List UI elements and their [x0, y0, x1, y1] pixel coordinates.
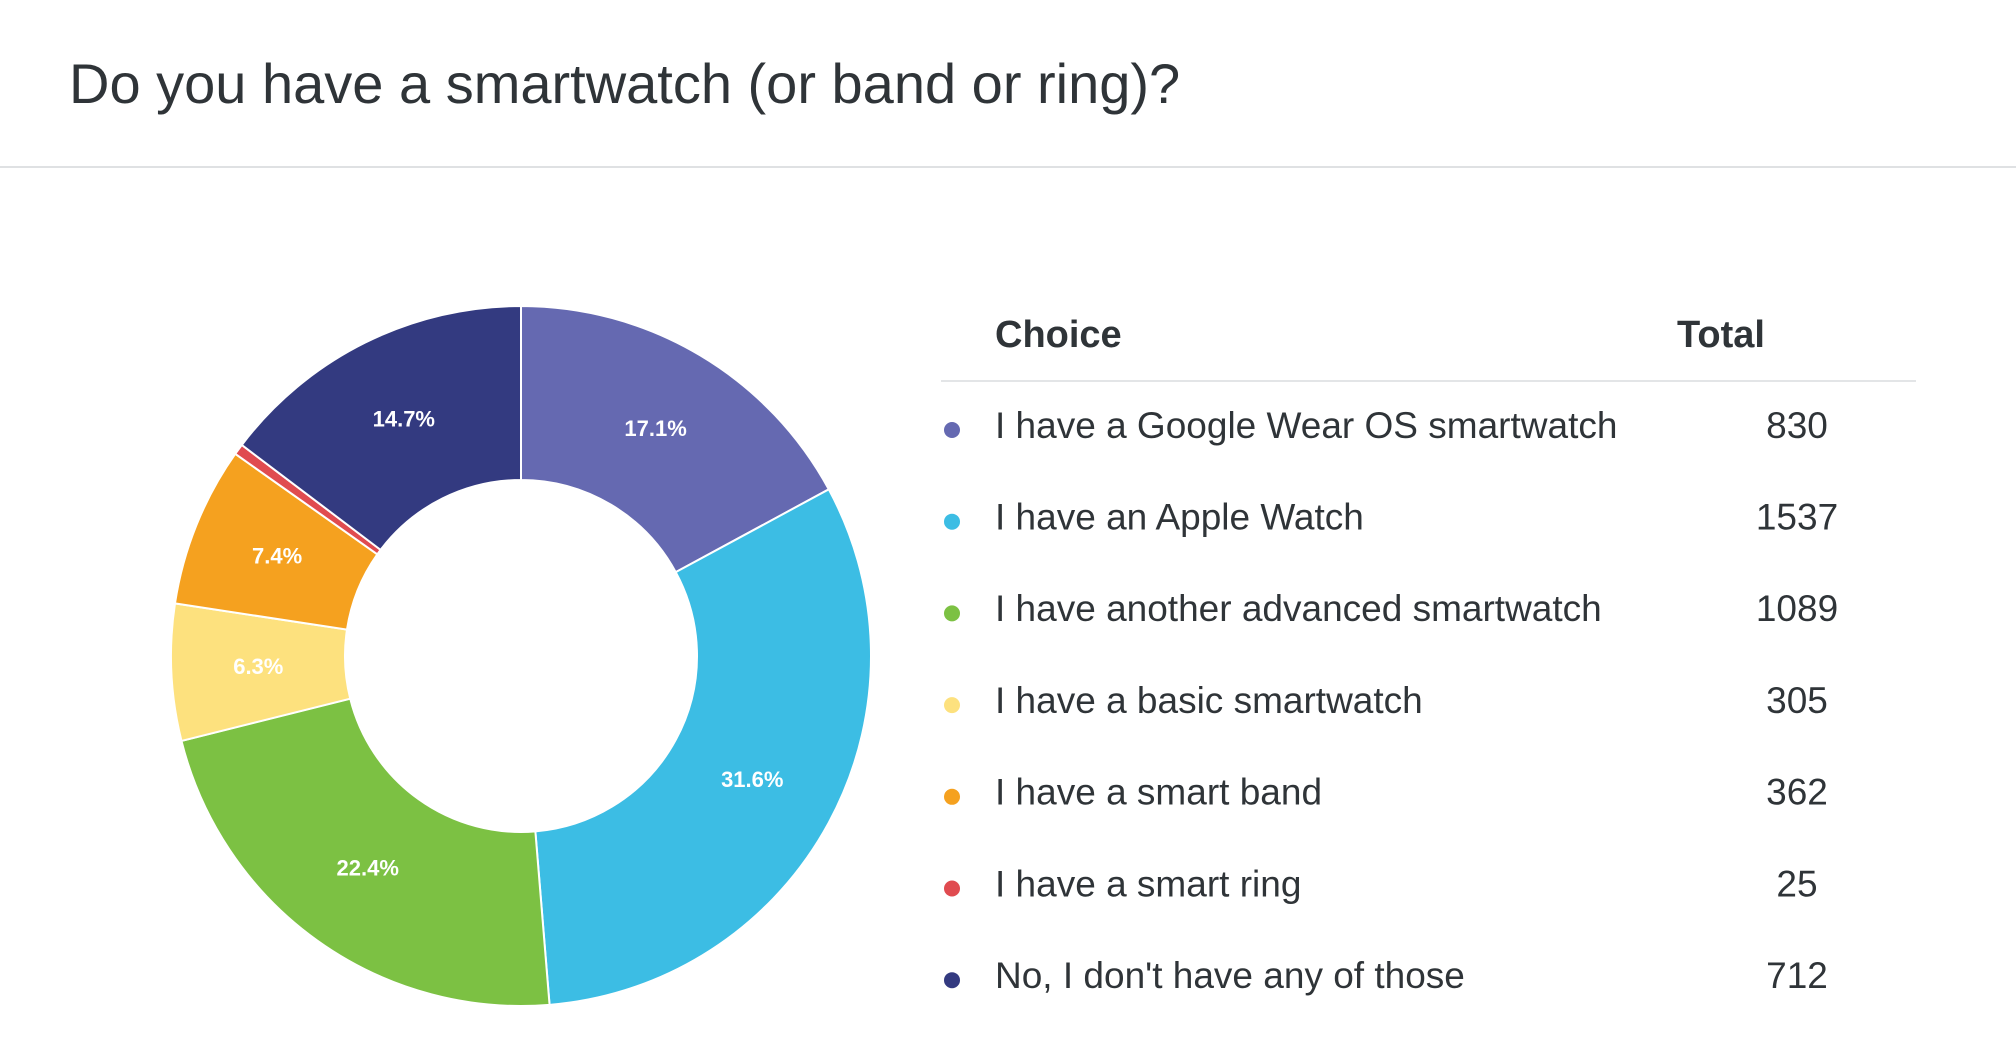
legend-dot [944, 422, 960, 438]
donut-slice [534, 487, 872, 1006]
choice-label: I have a Google Wear OS smartwatch [995, 405, 1617, 446]
total-value: 1537 [1756, 496, 1838, 537]
slice-label: 14.7% [373, 406, 435, 431]
total-value: 305 [1766, 680, 1828, 721]
choice-label: I have a basic smartwatch [995, 680, 1423, 721]
slice-label: 31.6% [721, 767, 783, 792]
slice-label: 6.3% [233, 654, 283, 679]
slice-label: 22.4% [337, 856, 399, 881]
legend-dot [944, 605, 960, 622]
choice-label: I have another advanced smartwatch [995, 588, 1602, 629]
poll-title: Do you have a smartwatch (or band or rin… [69, 52, 1180, 115]
legend-dot [944, 972, 960, 989]
total-value: 830 [1766, 405, 1828, 446]
legend-dot [944, 880, 960, 897]
choice-label: No, I don't have any of those [995, 955, 1465, 996]
legend-dot [944, 513, 960, 530]
choice-label: I have an Apple Watch [995, 496, 1364, 537]
column-header: Choice [995, 314, 1122, 356]
column-header: Total [1677, 314, 1765, 356]
choice-label: I have a smart ring [995, 863, 1301, 904]
total-value: 25 [1776, 863, 1817, 904]
total-value: 362 [1766, 772, 1828, 813]
slice-label: 17.1% [624, 416, 686, 441]
donut-slice [180, 697, 551, 1007]
total-value: 712 [1766, 955, 1828, 996]
legend-dot [944, 697, 960, 714]
choice-label: I have a smart band [995, 772, 1322, 813]
donut-slice [520, 304, 831, 574]
legend-dot [944, 788, 960, 805]
slice-label: 7.4% [252, 543, 302, 568]
donut-slice [240, 304, 522, 552]
total-value: 1089 [1756, 588, 1838, 629]
